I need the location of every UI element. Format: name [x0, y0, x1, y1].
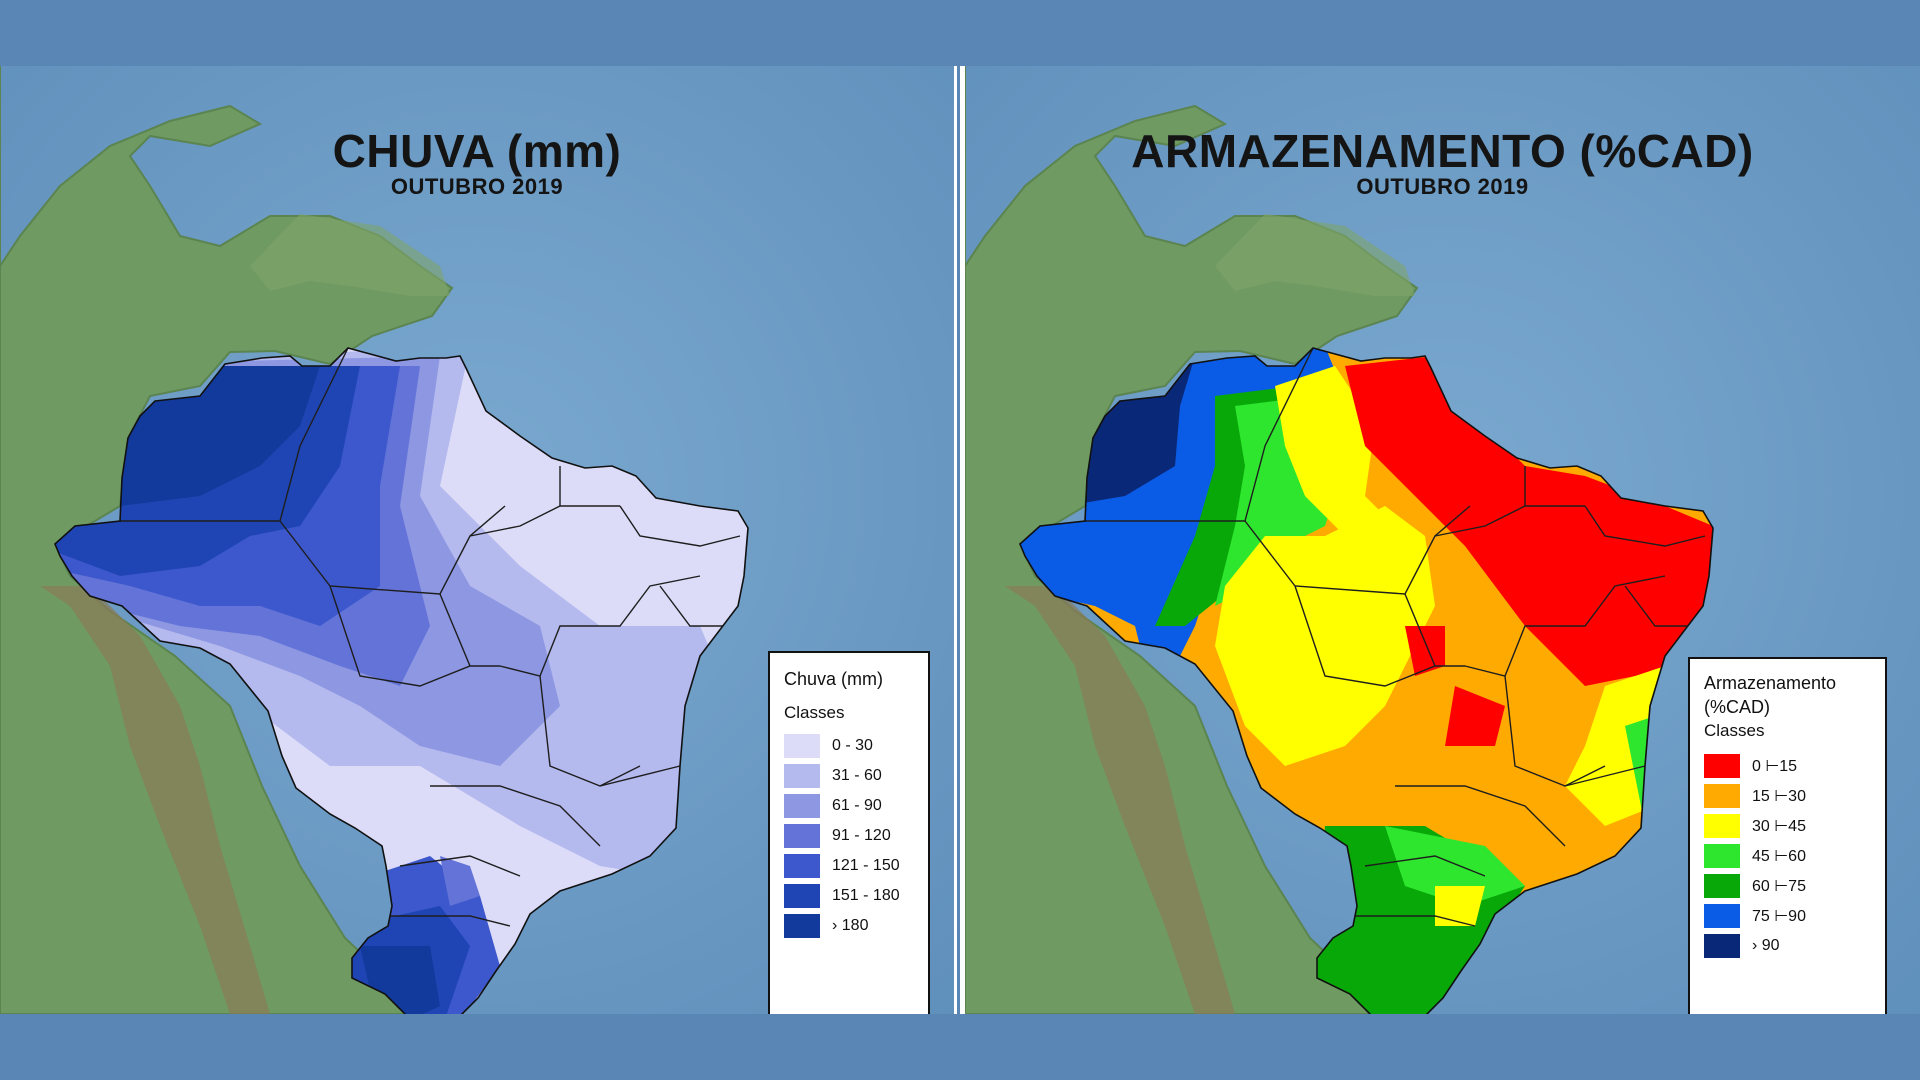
legend-item: 45 ⊢60 [1704, 841, 1873, 871]
legend-item-label: 151 - 180 [832, 887, 900, 904]
storage-map-panel: ARMAZENAMENTO (%CAD) OUTUBRO 2019 Armaze… [965, 66, 1920, 1014]
rainfall-map-panel: CHUVA (mm) OUTUBRO 2019 Chuva (mm) Class… [0, 66, 954, 1014]
legend-swatch [784, 794, 820, 818]
legend-swatch [1704, 904, 1740, 928]
legend-item: 30 ⊢45 [1704, 811, 1873, 841]
legend-swatch [1704, 814, 1740, 838]
map-title: CHUVA (mm) [332, 125, 622, 177]
legend-item: 61 - 90 [784, 791, 916, 821]
legend-item: 15 ⊢30 [1704, 781, 1873, 811]
andes-relief [1005, 586, 1235, 1014]
legend-item-label: 31 - 60 [832, 767, 882, 784]
guiana-highlands [1215, 214, 1415, 296]
legend-swatch [1704, 754, 1740, 778]
legend-title: Armazenamento (%CAD) [1704, 673, 1837, 717]
storage-legend: Armazenamento (%CAD) Classes 0 ⊢15 15 ⊢3… [1688, 657, 1887, 1014]
legend-item-label: › 180 [832, 917, 869, 934]
legend-item: › 180 [784, 911, 916, 941]
legend-classes-label: Classes [1704, 721, 1765, 740]
legend-swatch [1704, 874, 1740, 898]
panel-divider [954, 66, 965, 1014]
legend-item-label: 45 ⊢60 [1752, 848, 1806, 865]
legend-swatch [784, 884, 820, 908]
legend-item: 0 - 30 [784, 731, 916, 761]
rainfall-map [0, 66, 954, 1014]
brazil-outline [54, 347, 749, 1014]
legend-item: 91 - 120 [784, 821, 916, 851]
rainfall-legend: Chuva (mm) Classes 0 - 30 31 - 60 61 - 9… [768, 651, 930, 1014]
legend-item-label: 0 ⊢15 [1752, 758, 1798, 775]
legend-classes-label: Classes [784, 703, 845, 722]
legend-swatch [784, 824, 820, 848]
legend-swatch [784, 914, 820, 938]
legend-item: › 90 [1704, 931, 1873, 961]
legend-swatch [1704, 934, 1740, 958]
legend-item-label: 30 ⊢45 [1752, 818, 1806, 835]
legend-item: 0 ⊢15 [1704, 751, 1873, 781]
legend-item: 75 ⊢90 [1704, 901, 1873, 931]
legend-item-label: › 90 [1752, 937, 1780, 954]
legend-item: 151 - 180 [784, 881, 916, 911]
south-america-landmass [0, 66, 454, 1014]
legend-swatch [1704, 784, 1740, 808]
andes-relief [40, 586, 270, 1014]
map-title: ARMAZENAMENTO (%CAD) [1131, 125, 1754, 177]
south-america-landmass [965, 66, 1419, 1014]
legend-item-label: 60 ⊢75 [1752, 878, 1806, 895]
legend-item-label: 121 - 150 [832, 857, 900, 874]
legend-swatch [784, 764, 820, 788]
map-subtitle: OUTUBRO 2019 [1356, 174, 1529, 199]
legend-item-label: 15 ⊢30 [1752, 788, 1806, 805]
brazil-outline [1019, 347, 1714, 1014]
legend-item-label: 91 - 120 [832, 827, 891, 844]
state-borders [1085, 348, 1706, 927]
legend-swatch [784, 854, 820, 878]
legend-swatch [1704, 844, 1740, 868]
legend-item-label: 61 - 90 [832, 797, 882, 814]
legend-swatch [784, 734, 820, 758]
legend-item: 60 ⊢75 [1704, 871, 1873, 901]
legend-item: 121 - 150 [784, 851, 916, 881]
legend-item: 31 - 60 [784, 761, 916, 791]
guiana-highlands [250, 214, 450, 296]
state-borders [120, 348, 741, 927]
legend-item-label: 75 ⊢90 [1752, 908, 1806, 925]
legend-item-label: 0 - 30 [832, 737, 873, 754]
legend-title: Chuva (mm) [784, 669, 884, 689]
map-subtitle: OUTUBRO 2019 [390, 174, 564, 199]
